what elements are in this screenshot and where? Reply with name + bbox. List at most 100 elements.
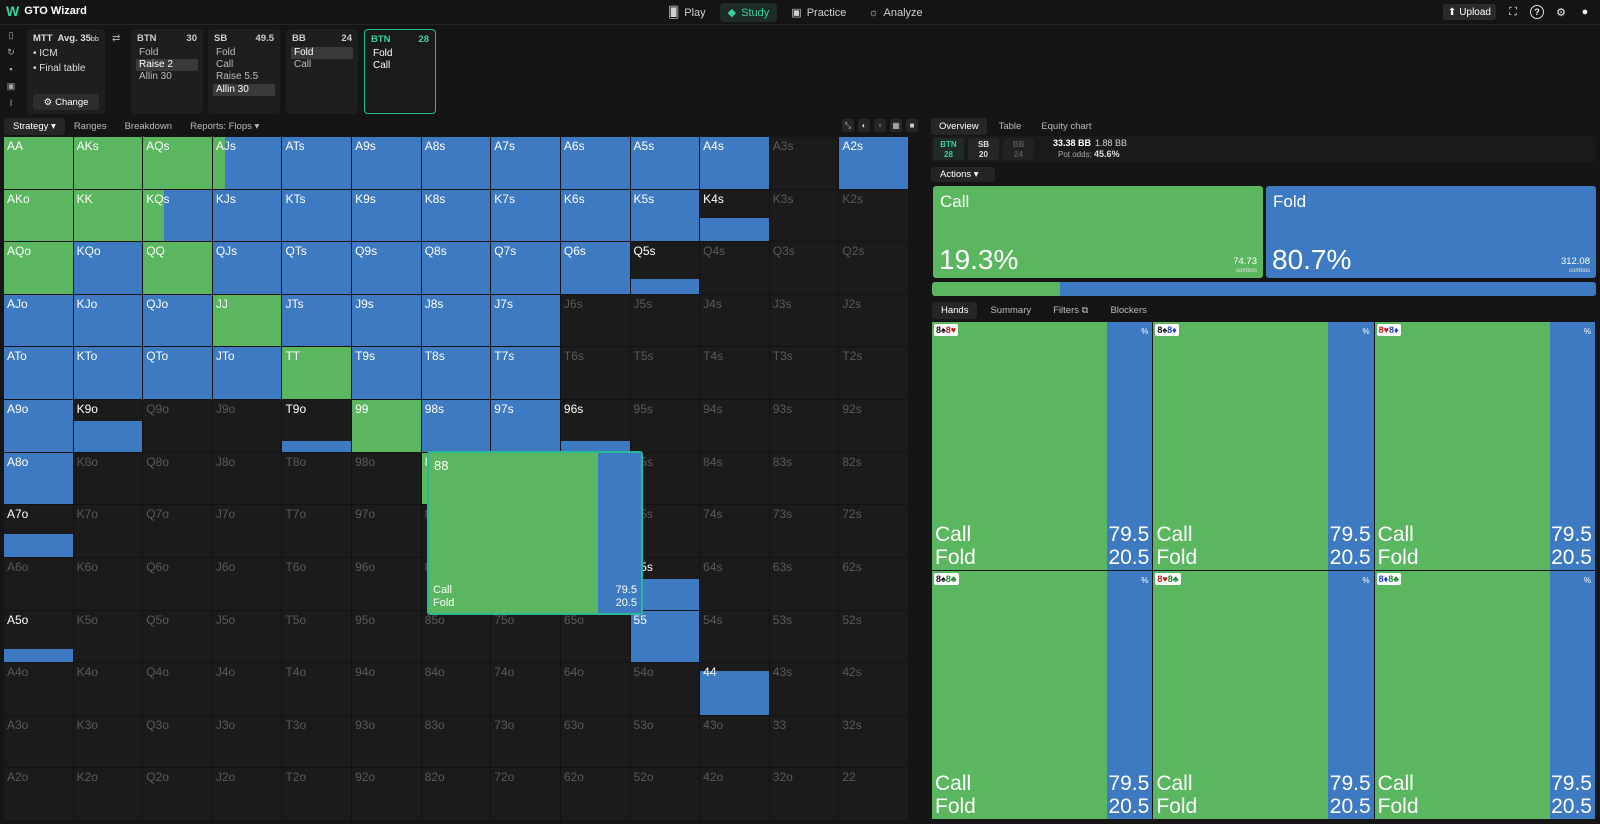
nav-play[interactable]: 🂠 Play xyxy=(660,3,714,22)
position-action[interactable]: Call xyxy=(294,59,312,70)
tab-strategy[interactable]: Strategy ▾ xyxy=(4,118,65,135)
position-action-selected[interactable]: Fold xyxy=(291,47,353,59)
text-cursor-icon[interactable]: I xyxy=(9,98,13,108)
hand-cell-Q7s[interactable]: Q7s xyxy=(491,242,561,295)
hand-cell-KJo[interactable]: KJo xyxy=(73,294,144,348)
hand-cell-J5o[interactable]: J5o xyxy=(212,610,283,664)
hand-cell-95s[interactable]: 95s xyxy=(630,400,701,453)
hand-cell-A8s[interactable]: A8s xyxy=(421,137,492,190)
hand-cell-Q7o[interactable]: Q7o xyxy=(143,505,213,558)
hand-cell-T6s[interactable]: T6s xyxy=(560,347,631,401)
hand-cell-54o[interactable]: 54o xyxy=(630,663,701,716)
position-card-btn[interactable]: BTN 30 Fold Raise 2 Allin 30 xyxy=(131,29,203,114)
hand-cell-A2o[interactable]: A2o xyxy=(4,768,74,821)
hand-cell-J4o[interactable]: J4o xyxy=(212,663,283,716)
hand-cell-J6o[interactable]: J6o xyxy=(212,557,283,611)
combo-cell[interactable]: 8♠8♣% Call 79.5 Fold 20.5 xyxy=(932,571,1154,820)
hand-cell-K2s[interactable]: K2s xyxy=(839,189,909,243)
hand-cell-93o[interactable]: 93o xyxy=(352,715,422,769)
hand-cell-J4s[interactable]: J4s xyxy=(700,294,770,348)
hand-cell-KQo[interactable]: KQo xyxy=(73,242,144,295)
hand-cell-52s[interactable]: 52s xyxy=(839,610,909,664)
hand-cell-JTo[interactable]: JTo xyxy=(212,347,283,401)
hand-cell-43s[interactable]: 43s xyxy=(769,663,840,716)
combo-cell[interactable]: 8♦8♣% Call 79.5 Fold 20.5 xyxy=(1374,571,1596,820)
hand-cell-55[interactable]: 55 xyxy=(630,610,701,664)
tab-summary[interactable]: Summary xyxy=(990,305,1032,316)
hand-cell-QTo[interactable]: QTo xyxy=(143,347,213,401)
position-action[interactable]: Fold xyxy=(139,47,159,58)
hand-cell-52o[interactable]: 52o xyxy=(630,768,701,821)
user-avatar-icon[interactable]: ● xyxy=(1581,6,1589,18)
hand-cell-T3s[interactable]: T3s xyxy=(769,347,840,401)
hand-cell-63s[interactable]: 63s xyxy=(769,557,840,611)
hand-cell-TT[interactable]: TT xyxy=(282,347,353,401)
hand-cell-J7o[interactable]: J7o xyxy=(212,505,283,558)
hand-cell-JTs[interactable]: JTs xyxy=(282,294,353,348)
hand-cell-98s[interactable]: 98s xyxy=(421,400,492,453)
hand-cell-82o[interactable]: 82o xyxy=(421,768,492,821)
combo-cell[interactable]: 8♥8♣% Call 79.5 Fold 20.5 xyxy=(1153,571,1375,820)
hand-cell-QJs[interactable]: QJs xyxy=(212,242,283,295)
hand-cell-K5s[interactable]: K5s xyxy=(630,189,701,243)
hand-cell-73o[interactable]: 73o xyxy=(491,715,561,769)
hand-cell-K9s[interactable]: K9s xyxy=(352,189,422,243)
hand-cell-98o[interactable]: 98o xyxy=(352,452,422,506)
hand-cell-KQs[interactable]: KQs xyxy=(143,189,213,243)
hand-cell-T7o[interactable]: T7o xyxy=(282,505,353,558)
hand-cell-84s[interactable]: 84s xyxy=(700,452,770,506)
hand-cell-95o[interactable]: 95o xyxy=(352,610,422,664)
hand-cell-Q4s[interactable]: Q4s xyxy=(700,242,770,295)
hand-cell-53s[interactable]: 53s xyxy=(769,610,840,664)
logo[interactable]: W GTO Wizard xyxy=(6,4,87,18)
position-card-btn-active[interactable]: BTN 28 Fold Call xyxy=(364,29,436,114)
position-card-sb[interactable]: SB 49.5 Fold Call Raise 5.5 Allin 30 xyxy=(208,29,280,114)
nav-study[interactable]: ◆ Study xyxy=(719,3,778,22)
spot-bb[interactable]: BB 24 xyxy=(1003,138,1034,160)
hand-cell-K4s[interactable]: K4s xyxy=(700,189,770,243)
hand-cell-A6o[interactable]: A6o xyxy=(4,557,74,611)
hand-cell-K7o[interactable]: K7o xyxy=(73,505,144,558)
hand-cell-62s[interactable]: 62s xyxy=(839,557,909,611)
hand-cell-T5o[interactable]: T5o xyxy=(282,610,353,664)
hand-cell-Q3o[interactable]: Q3o xyxy=(143,715,213,769)
position-action[interactable]: Fold xyxy=(216,47,236,58)
hand-cell-AQs[interactable]: AQs xyxy=(143,137,213,190)
position-action[interactable]: Allin 30 xyxy=(139,71,172,82)
hand-cell-Q4o[interactable]: Q4o xyxy=(143,663,213,716)
hand-cell-T8o[interactable]: T8o xyxy=(282,452,353,506)
hand-cell-A7s[interactable]: A7s xyxy=(491,137,561,190)
hand-cell-J3s[interactable]: J3s xyxy=(769,294,840,348)
hand-cell-Q8s[interactable]: Q8s xyxy=(421,242,492,295)
hand-cell-A9s[interactable]: A9s xyxy=(352,137,422,190)
position-action[interactable]: Call xyxy=(216,59,234,70)
hand-cell-AKo[interactable]: AKo xyxy=(4,189,74,243)
position-action[interactable]: Raise 5.5 xyxy=(216,71,259,82)
hand-cell-A4s[interactable]: A4s xyxy=(700,137,770,190)
hand-cell-63o[interactable]: 63o xyxy=(560,715,631,769)
hand-cell-T7s[interactable]: T7s xyxy=(491,347,561,401)
hand-cell-AJs[interactable]: AJs xyxy=(212,137,283,190)
contrast-icon[interactable]: ◐ xyxy=(858,119,870,132)
combo-cell[interactable]: 8♠8♦% Call 79.5 Fold 20.5 xyxy=(1153,322,1375,571)
combo-cell[interactable]: 8♥8♦% Call 79.5 Fold 20.5 xyxy=(1374,322,1596,571)
hand-cell-96s[interactable]: 96s xyxy=(560,400,631,453)
hand-cell-94s[interactable]: 94s xyxy=(700,400,770,453)
hand-cell-T4o[interactable]: T4o xyxy=(282,663,353,716)
tab-overview[interactable]: Overview xyxy=(931,118,987,135)
hand-cell-K3o[interactable]: K3o xyxy=(73,715,144,769)
hand-cell-62o[interactable]: 62o xyxy=(560,768,631,821)
hand-cell-J8s[interactable]: J8s xyxy=(421,294,492,348)
position-action[interactable]: Fold xyxy=(373,48,393,59)
hand-cell-Q9o[interactable]: Q9o xyxy=(143,400,213,453)
hand-cell-T4s[interactable]: T4s xyxy=(700,347,770,401)
hand-cell-J9o[interactable]: J9o xyxy=(212,400,283,453)
screenshot-icon[interactable]: ⛶ xyxy=(1509,5,1517,18)
hand-cell-A5o[interactable]: A5o xyxy=(4,610,74,664)
tab-table[interactable]: Table xyxy=(998,121,1022,132)
hand-cell-74o[interactable]: 74o xyxy=(491,663,561,716)
tab-breakdown[interactable]: Breakdown xyxy=(124,121,173,132)
hand-cell-82s[interactable]: 82s xyxy=(839,452,909,506)
hand-cell-Q2o[interactable]: Q2o xyxy=(143,768,213,821)
hand-cell-53o[interactable]: 53o xyxy=(630,715,701,769)
